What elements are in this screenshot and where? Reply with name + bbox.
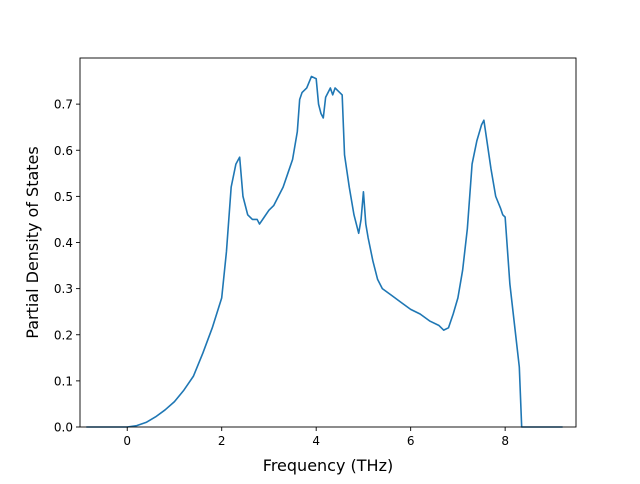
y-tick-label: 0.0 [54, 421, 73, 435]
y-axis-ticks: 0.0 0.1 0.2 0.3 0.4 0.5 0.6 0.7 [54, 98, 80, 435]
y-tick-label: 0.1 [54, 374, 73, 388]
x-axis-ticks: 0 2 4 6 8 [123, 427, 509, 448]
y-tick-label: 0.7 [54, 98, 73, 112]
y-tick-label: 0.5 [54, 190, 73, 204]
y-tick-label: 0.3 [54, 282, 73, 296]
x-tick-label: 6 [407, 434, 415, 448]
x-axis-label: Frequency (THz) [263, 456, 393, 475]
x-tick-label: 4 [312, 434, 320, 448]
x-tick-label: 2 [218, 434, 226, 448]
y-axis-label: Partial Density of States [23, 146, 42, 338]
y-tick-label: 0.2 [54, 328, 73, 342]
y-tick-label: 0.4 [54, 236, 73, 250]
x-tick-label: 0 [123, 434, 131, 448]
y-tick-label: 0.6 [54, 144, 73, 158]
series-line-0 [86, 75, 563, 428]
x-tick-label: 8 [501, 434, 509, 448]
